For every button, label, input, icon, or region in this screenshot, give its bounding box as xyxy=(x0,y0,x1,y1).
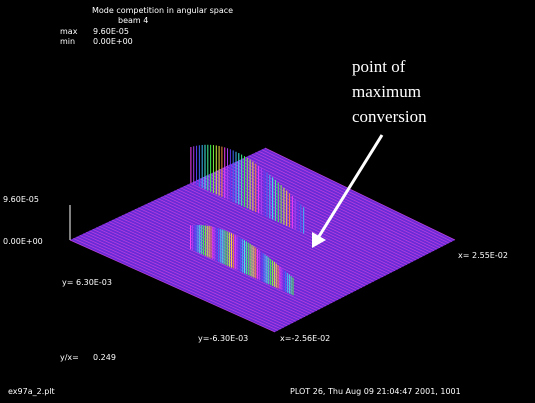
surface-line xyxy=(154,199,354,293)
surface-line xyxy=(82,233,288,327)
surface-line xyxy=(255,152,447,245)
surface-line xyxy=(92,228,297,322)
surface-line xyxy=(118,216,321,310)
y-back: y= 6.30E-03 xyxy=(62,278,112,287)
surface-line xyxy=(180,187,378,281)
surface-line xyxy=(212,172,408,265)
surface-line xyxy=(196,179,393,273)
surface-line xyxy=(248,155,441,248)
max-label: max xyxy=(60,27,78,36)
surface-line xyxy=(216,170,411,264)
surface-line xyxy=(261,149,453,242)
min-label: min xyxy=(60,37,75,46)
surface-line xyxy=(138,207,339,301)
annotation: point of xyxy=(352,57,406,76)
surface-line xyxy=(258,150,450,244)
surface-line xyxy=(95,227,300,321)
surface-line xyxy=(157,198,357,291)
surface-line xyxy=(251,153,444,247)
file-name: ex97a_2.plt xyxy=(8,387,55,396)
z-bottom: 0.00E+00 xyxy=(3,237,43,246)
annotation: maximum xyxy=(352,82,421,101)
surface-line xyxy=(73,238,279,331)
surface-line xyxy=(219,169,414,262)
y-front: y=-6.30E-03 xyxy=(198,334,248,343)
aspect-value: 0.249 xyxy=(93,353,116,362)
surface-line xyxy=(238,159,432,253)
z-top: 9.60E-05 xyxy=(3,195,39,204)
surface-line xyxy=(102,224,306,317)
annotation: conversion xyxy=(352,107,427,126)
footer: PLOT 26, Thu Aug 09 21:04:47 2001, 1001 xyxy=(290,387,461,396)
subtitle: beam 4 xyxy=(118,16,148,25)
surface xyxy=(69,144,456,333)
surface-line xyxy=(99,225,303,319)
surface-line xyxy=(190,182,387,276)
surface-line xyxy=(108,221,312,314)
surface-line xyxy=(164,195,363,288)
surface-line xyxy=(177,189,375,282)
surface-line xyxy=(79,235,285,328)
surface-line xyxy=(147,202,348,296)
surface-line xyxy=(183,186,381,279)
x-left: x=-2.56E-02 xyxy=(280,334,330,343)
aspect-label: y/x= xyxy=(60,353,79,362)
surface-line xyxy=(186,184,384,278)
surface-line xyxy=(235,161,429,255)
surface-line xyxy=(167,193,366,287)
surface-line xyxy=(193,181,390,275)
surface-line xyxy=(115,218,318,311)
surface-line xyxy=(69,239,276,333)
max-value: 9.60E-05 xyxy=(93,27,129,36)
surface-line xyxy=(170,192,369,285)
arrow-head xyxy=(312,232,326,248)
arrow xyxy=(316,134,384,239)
surface-line xyxy=(112,219,315,313)
surface-line xyxy=(105,222,309,316)
x-right: x= 2.55E-02 xyxy=(458,251,508,260)
surface-line xyxy=(76,236,282,330)
title: Mode competition in angular space xyxy=(92,6,233,15)
surface-line xyxy=(173,190,372,284)
surface-line xyxy=(222,167,417,261)
surface-line xyxy=(199,178,396,271)
surface-line xyxy=(128,212,330,305)
surface-line xyxy=(264,147,456,241)
min-value: 0.00E+00 xyxy=(93,37,133,46)
surface-line xyxy=(160,196,360,290)
surface-line xyxy=(89,230,294,324)
surface-line xyxy=(86,232,291,325)
